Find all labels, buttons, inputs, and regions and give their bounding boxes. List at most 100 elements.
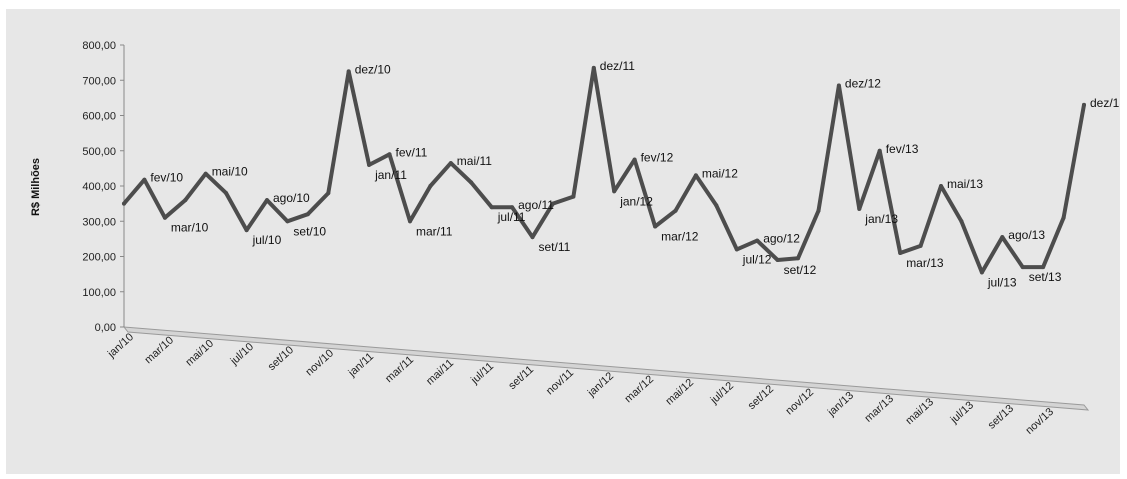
data-label: jul/12 (742, 252, 772, 266)
data-point (163, 216, 167, 220)
y-tick-label: 700,00 (82, 75, 116, 87)
data-label: mar/12 (661, 230, 699, 244)
data-point (653, 225, 657, 229)
x-tick-label: jan/13 (825, 390, 856, 420)
x-tick-label: mai/10 (183, 338, 216, 369)
x-tick-label: nov/11 (544, 367, 576, 397)
y-axis-label: R$ Milhões (30, 158, 42, 216)
data-label: fev/13 (886, 142, 919, 156)
data-point (490, 205, 494, 209)
data-point (1021, 265, 1025, 269)
data-point (612, 189, 616, 193)
y-tick-label: 800,00 (82, 40, 116, 52)
data-point (817, 209, 821, 213)
data-label: ago/12 (763, 232, 800, 246)
data-label: jan/11 (374, 168, 407, 182)
data-label: mar/10 (171, 221, 209, 235)
x-tick-label: set/12 (746, 383, 776, 412)
data-label: jan/13 (864, 212, 898, 226)
y-tick-label: 200,00 (82, 252, 116, 264)
data-label: dez/12 (845, 77, 881, 91)
x-tick-label: jan/11 (346, 351, 376, 380)
data-label: set/11 (539, 240, 571, 254)
y-tick-label: 300,00 (82, 216, 116, 228)
x-tick-label: mai/13 (903, 396, 936, 427)
data-label: jan/12 (619, 194, 653, 208)
data-label: fev/11 (396, 145, 428, 159)
data-label: set/12 (784, 263, 817, 277)
data-point (1082, 103, 1086, 107)
data-point (959, 219, 963, 223)
x-tick-label: nov/10 (303, 347, 336, 378)
data-point (408, 219, 412, 223)
data-point (796, 256, 800, 260)
x-tick-label: nov/12 (783, 386, 816, 417)
x-tick-label: mai/11 (424, 357, 456, 387)
data-label: mai/12 (702, 166, 738, 180)
x-tick-label: set/10 (266, 344, 296, 373)
data-label: ago/13 (1008, 228, 1045, 242)
x-axis: jan/10 mar/10 mai/10 jul/10 set/10 nov/10 jan/… (105, 331, 1056, 437)
data-label: mai/13 (947, 177, 983, 191)
data-point (939, 184, 943, 188)
y-tick-label: 400,00 (82, 181, 116, 193)
data-label: dez/11 (600, 59, 635, 73)
y-tick-label: 0,00 (95, 322, 116, 334)
data-label: jul/10 (252, 233, 282, 247)
data-point (388, 152, 392, 156)
data-label: ago/11 (518, 198, 554, 212)
data-label: jul/11 (497, 210, 526, 224)
data-label: set/10 (293, 224, 326, 238)
data-point (122, 202, 126, 206)
data-label: dez/13 (1090, 96, 1120, 110)
data-label: mai/10 (212, 165, 248, 179)
x-tick-label: jul/13 (948, 399, 976, 426)
data-point (245, 228, 249, 232)
data-point (224, 191, 228, 195)
data-point (347, 69, 351, 73)
data-label: mar/13 (906, 256, 944, 270)
data-label: fev/12 (641, 151, 674, 165)
data-label: ago/10 (273, 191, 310, 205)
x-tick-label: set/11 (506, 364, 536, 392)
data-label: fev/10 (150, 171, 183, 185)
data-point (142, 178, 146, 182)
data-point (183, 198, 187, 202)
data-label: mai/11 (457, 154, 492, 168)
y-tick-label: 100,00 (82, 287, 116, 299)
x-tick-label: jul/12 (708, 380, 736, 407)
data-point (204, 172, 208, 176)
data-point (837, 84, 841, 88)
data-point (714, 203, 718, 207)
x-tick-label: mar/10 (143, 334, 176, 366)
line-chart: 0,00100,00200,00300,00400,00500,00600,00… (6, 9, 1120, 474)
x-tick-label: jul/10 (228, 341, 256, 368)
data-point (449, 161, 453, 165)
data-point (776, 258, 780, 262)
data-point (674, 209, 678, 213)
data-label: jul/13 (987, 275, 1017, 289)
data-point (980, 270, 984, 274)
data-point (857, 207, 861, 211)
data-point (919, 244, 923, 248)
x-tick-label: jul/11 (468, 360, 496, 387)
data-point (285, 219, 289, 223)
data-point (306, 212, 310, 216)
chart-area: 0,00 100,00 200,00 300,00 400,00 500,00 600,00… (6, 9, 1120, 474)
data-point (592, 66, 596, 70)
data-point (694, 173, 698, 177)
data-point (531, 235, 535, 239)
x-tick-label: jan/10 (105, 331, 136, 361)
x-tick-label: mar/13 (863, 393, 896, 425)
data-point (755, 239, 759, 243)
data-point (735, 247, 739, 251)
data-point (326, 191, 330, 195)
x-tick-label: set/13 (986, 403, 1016, 432)
data-label: mar/11 (416, 224, 453, 238)
data-point (510, 205, 514, 209)
y-tick-label: 600,00 (82, 111, 116, 123)
x-tick-label: mar/12 (623, 373, 656, 405)
data-label: dez/10 (355, 62, 391, 76)
data-point (428, 184, 432, 188)
data-point (878, 149, 882, 153)
